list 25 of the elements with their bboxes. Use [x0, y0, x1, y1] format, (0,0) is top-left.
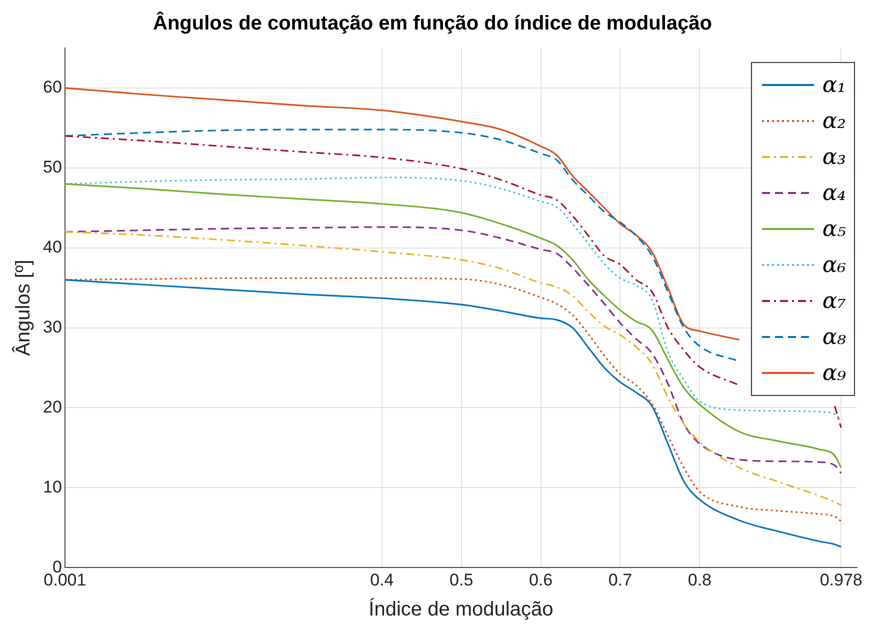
y-tick-label: 50 [42, 158, 62, 177]
x-tick-label: 0.5 [450, 570, 474, 590]
x-tick-label: 0.7 [608, 570, 632, 590]
y-tick-label: 40 [42, 238, 62, 257]
x-axis-title: Índice de modulação [368, 598, 554, 621]
y-tick-label: 60 [42, 78, 62, 97]
x-tick-label: 0.8 [688, 570, 712, 590]
legend-label: α₁ [822, 72, 846, 98]
legend-label: α₈ [822, 324, 846, 350]
legend-label: α₅ [822, 216, 846, 242]
line-series [64, 87, 740, 341]
legend-label: α₉ [822, 360, 846, 386]
y-tick-label: 30 [42, 317, 62, 336]
legend-label: α₄ [822, 180, 846, 206]
x-tick-label: 0.6 [528, 570, 553, 590]
x-tick-label: 0.978 [820, 570, 862, 590]
legend-label: α₃ [822, 144, 846, 170]
legend-label: α₇ [822, 288, 846, 314]
chart-title: Ângulos de comutação em função do índice de modulação [153, 12, 712, 35]
legend-label: α₆ [822, 252, 846, 278]
y-tick-label: 20 [42, 397, 62, 416]
legend-label: α₂ [822, 108, 846, 134]
y-tick-label: 10 [42, 477, 62, 496]
x-tick-label: 0.4 [370, 570, 394, 590]
y-axis-title: Ângulos [º] [12, 260, 35, 356]
